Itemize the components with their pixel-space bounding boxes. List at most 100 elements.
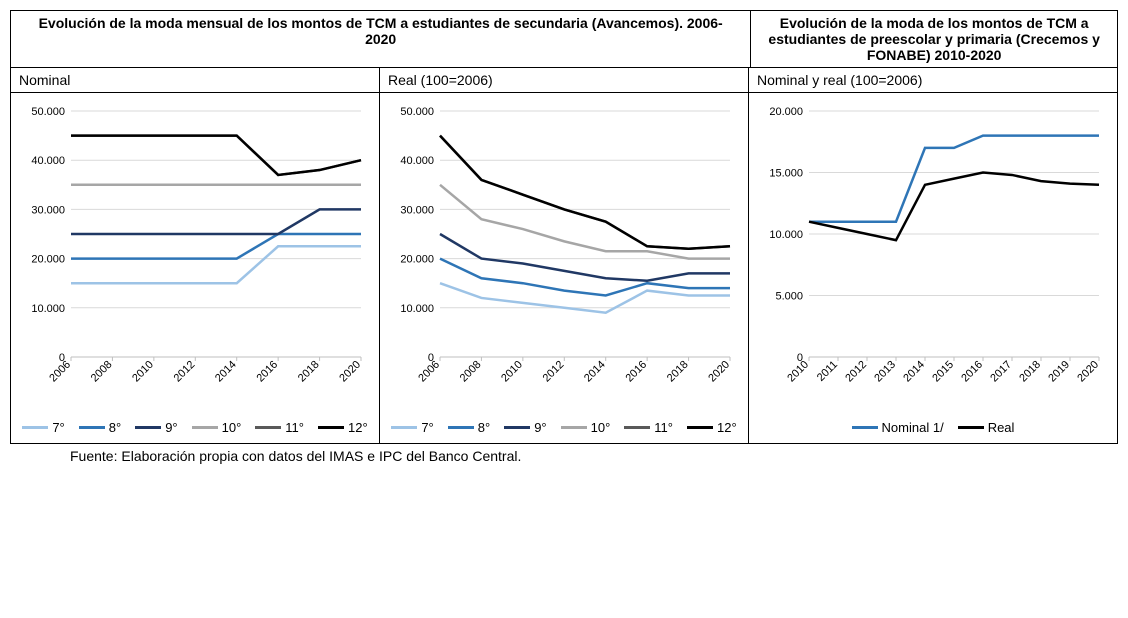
subtitle-panel1: Nominal [11,68,380,92]
svg-text:2010: 2010 [785,359,811,385]
legend-item-grades: 7° [391,420,433,435]
svg-text:20.000: 20.000 [31,254,65,266]
legend-label: 12° [348,420,368,435]
subtitle-panel2: Real (100=2006) [380,68,749,92]
chart-panel1-cell: 010.00020.00030.00040.00050.000200620082… [11,93,380,443]
chart-row: 010.00020.00030.00040.00050.000200620082… [11,93,1117,443]
legend-item-grades: 8° [79,420,121,435]
svg-text:2006: 2006 [416,359,442,385]
legend-label: Real [988,420,1015,435]
chart-panel2: 010.00020.00030.00040.00050.000200620082… [384,101,744,414]
svg-text:2013: 2013 [872,359,898,385]
legend-item-grades: 9° [135,420,177,435]
legend-label: 12° [717,420,737,435]
legend-swatch-icon [255,426,281,429]
legend-panel2: 7° 8° 9° 10° 11° 12° [384,414,744,439]
chart-panel3-cell: 05.00010.00015.00020.0002010201120122013… [749,93,1117,443]
svg-text:20.000: 20.000 [769,106,803,118]
legend-swatch-icon [687,426,713,429]
legend-item-grades: 11° [624,420,673,435]
svg-text:2020: 2020 [1075,359,1101,385]
svg-text:2012: 2012 [541,359,567,385]
svg-text:2006: 2006 [47,359,73,385]
svg-text:2017: 2017 [988,359,1014,385]
legend-item-grades: 8° [448,420,490,435]
svg-text:2012: 2012 [843,359,869,385]
legend-label: 8° [109,420,121,435]
legend-label: 7° [421,420,433,435]
svg-text:2012: 2012 [172,359,198,385]
legend-swatch-icon [391,426,417,429]
svg-text:2010: 2010 [499,359,525,385]
legend-label: 10° [222,420,242,435]
legend-swatch-icon [135,426,161,429]
subtitle-panel3: Nominal y real (100=2006) [749,68,1117,92]
legend-panel3: Nominal 1/ Real [753,414,1113,439]
svg-text:2014: 2014 [901,359,927,385]
legend-item-nomreal: Real [958,420,1015,435]
svg-text:2020: 2020 [706,359,732,385]
legend-item-nomreal: Nominal 1/ [852,420,944,435]
legend-swatch-icon [624,426,650,429]
legend-label: 9° [534,420,546,435]
legend-swatch-icon [958,426,984,429]
title-row: Evolución de la moda mensual de los mont… [11,11,1117,68]
svg-text:40.000: 40.000 [400,155,434,167]
svg-text:2008: 2008 [89,359,115,385]
svg-text:2019: 2019 [1046,359,1072,385]
legend-item-grades: 10° [561,420,611,435]
svg-text:10.000: 10.000 [31,303,65,315]
legend-item-grades: 12° [318,420,368,435]
svg-text:2014: 2014 [213,359,239,385]
legend-label: 11° [285,420,304,435]
chart-panel3: 05.00010.00015.00020.0002010201120122013… [753,101,1113,414]
svg-text:30.000: 30.000 [31,204,65,216]
svg-text:30.000: 30.000 [400,204,434,216]
legend-item-grades: 9° [504,420,546,435]
svg-text:2020: 2020 [337,359,363,385]
legend-label: 7° [52,420,64,435]
svg-text:2016: 2016 [254,359,280,385]
title-left: Evolución de la moda mensual de los mont… [11,11,751,67]
legend-swatch-icon [318,426,344,429]
figure-container: Evolución de la moda mensual de los mont… [10,10,1118,444]
svg-text:2015: 2015 [930,359,956,385]
svg-text:5.000: 5.000 [775,291,803,303]
legend-label: Nominal 1/ [882,420,944,435]
svg-text:10.000: 10.000 [400,303,434,315]
svg-text:40.000: 40.000 [31,155,65,167]
svg-text:2016: 2016 [959,359,985,385]
svg-text:15.000: 15.000 [769,168,803,180]
svg-text:2018: 2018 [296,359,322,385]
chart-panel1: 010.00020.00030.00040.00050.000200620082… [15,101,375,414]
svg-text:2008: 2008 [458,359,484,385]
legend-swatch-icon [448,426,474,429]
svg-text:50.000: 50.000 [400,106,434,118]
legend-label: 11° [654,420,673,435]
legend-swatch-icon [79,426,105,429]
svg-text:2016: 2016 [623,359,649,385]
legend-label: 10° [591,420,611,435]
subtitle-row: Nominal Real (100=2006) Nominal y real (… [11,68,1117,93]
svg-text:20.000: 20.000 [400,254,434,266]
legend-swatch-icon [504,426,530,429]
source-note: Fuente: Elaboración propia con datos del… [10,444,1118,464]
legend-item-grades: 12° [687,420,737,435]
svg-text:2010: 2010 [130,359,156,385]
svg-text:2018: 2018 [1017,359,1043,385]
legend-item-grades: 11° [255,420,304,435]
svg-text:2018: 2018 [665,359,691,385]
legend-label: 8° [478,420,490,435]
svg-text:2014: 2014 [582,359,608,385]
legend-item-grades: 7° [22,420,64,435]
svg-text:2011: 2011 [815,359,840,384]
svg-text:50.000: 50.000 [31,106,65,118]
title-right: Evolución de la moda de los montos de TC… [751,11,1117,67]
legend-item-grades: 10° [192,420,242,435]
legend-panel1: 7° 8° 9° 10° 11° 12° [15,414,375,439]
legend-label: 9° [165,420,177,435]
legend-swatch-icon [561,426,587,429]
legend-swatch-icon [22,426,48,429]
legend-swatch-icon [852,426,878,429]
legend-swatch-icon [192,426,218,429]
